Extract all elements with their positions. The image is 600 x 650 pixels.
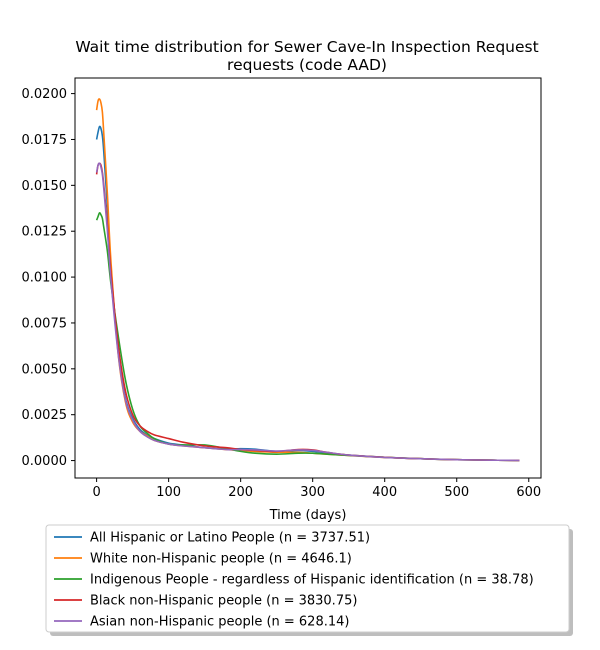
y-tick-label: 0.0100 [22, 271, 68, 286]
x-tick-label: 0 [92, 485, 100, 500]
legend-label-1: All Hispanic or Latino People (n = 3737.… [90, 531, 370, 546]
y-tick-label: 0.0050 [22, 362, 68, 377]
y-tick-label: 0.0150 [22, 179, 68, 194]
x-tick-label: 600 [516, 485, 541, 500]
x-tick-label: 300 [300, 485, 325, 500]
legend-label-3: Indigenous People - regardless of Hispan… [90, 573, 534, 588]
legend: All Hispanic or Latino People (n = 3737.… [45, 524, 573, 636]
plot-area [74, 77, 542, 479]
plot-frame [74, 77, 542, 479]
legend-label-5: Asian non-Hispanic people (n = 628.14) [90, 615, 349, 630]
y-tick-label: 0.0000 [22, 454, 68, 469]
legend-items: All Hispanic or Latino People (n = 3737.… [54, 531, 534, 630]
chart-title-line-1: Wait time distribution for Sewer Cave-In… [75, 38, 538, 56]
x-tick-label: 200 [228, 485, 253, 500]
legend-frame [45, 524, 570, 633]
legend-label-2: White non-Hispanic people (n = 4646.1) [90, 552, 352, 567]
x-tick-label: 500 [444, 485, 469, 500]
y-axis: 0.0000 0.0025 0.0050 0.0075 0.0100 0.0125 0.01… [22, 87, 75, 469]
y-tick-label: 0.0200 [22, 87, 68, 102]
series-layer [95, 98, 520, 462]
x-axis-label: Time (days) [269, 508, 347, 523]
y-tick-label: 0.0075 [22, 316, 68, 331]
y-tick-label: 0.0125 [22, 225, 68, 240]
x-tick-label: 100 [156, 485, 181, 500]
y-tick-label: 0.0175 [22, 133, 68, 148]
chart-title-line-2: requests (code AAD) [227, 56, 387, 74]
x-tick-label: 400 [372, 485, 397, 500]
series-line-5 [95, 162, 520, 462]
x-axis: 0 100 200 300 400 500 600 [92, 478, 541, 500]
legend-label-4: Black non-Hispanic people (n = 3830.75) [90, 594, 357, 609]
y-tick-label: 0.0025 [22, 408, 68, 423]
